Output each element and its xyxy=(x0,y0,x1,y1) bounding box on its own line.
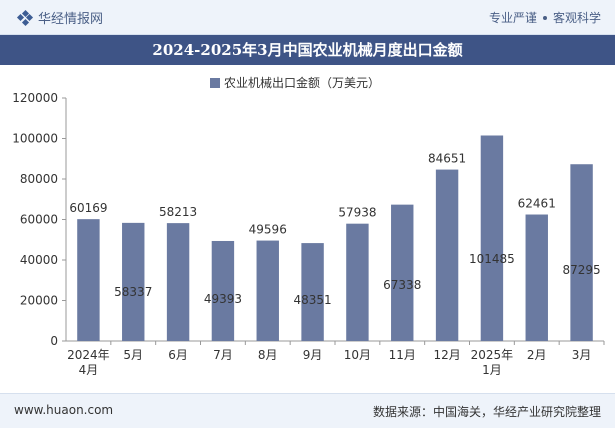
x-tick-label: 2024年 xyxy=(67,348,110,362)
x-tick-label: 6月 xyxy=(168,348,188,362)
data-label: 49393 xyxy=(204,292,242,306)
x-tick-label: 2025年 xyxy=(471,348,514,362)
y-tick-label: 0 xyxy=(50,334,58,348)
x-tick-label: 8月 xyxy=(258,348,278,362)
x-tick-label: 1月 xyxy=(482,363,502,377)
bar xyxy=(122,222,145,341)
x-tick-label: 3月 xyxy=(572,348,592,362)
top-banner: 华经情报网 专业严谨 客观科学 xyxy=(0,0,615,35)
brand-name: 华经情报网 xyxy=(38,12,104,27)
data-label: 49596 xyxy=(249,223,287,237)
x-tick-label: 5月 xyxy=(123,348,143,362)
y-tick-label: 100000 xyxy=(12,132,58,146)
bar xyxy=(391,204,414,341)
bar xyxy=(211,240,235,341)
tagline: 专业严谨 客观科学 xyxy=(489,9,601,26)
chart-title: 2024-2025年3月中国农业机械月度出口金额 xyxy=(0,35,615,65)
brand[interactable]: 华经情报网 xyxy=(16,8,104,27)
x-tick-label: 9月 xyxy=(303,348,323,362)
tagline-1: 专业严谨 xyxy=(488,11,537,25)
x-tick-label: 4月 xyxy=(79,363,99,377)
bar xyxy=(570,164,593,341)
legend-swatch xyxy=(210,78,220,88)
x-tick-label: 11月 xyxy=(389,348,416,362)
y-tick-label: 80000 xyxy=(20,172,58,186)
data-label: 62461 xyxy=(518,197,556,211)
data-label: 84651 xyxy=(428,152,466,166)
data-label: 101485 xyxy=(469,252,515,266)
legend-label: 农业机械出口金额（万美元） xyxy=(224,75,380,90)
data-label: 57938 xyxy=(338,206,376,220)
bar xyxy=(480,135,504,341)
y-tick-label: 40000 xyxy=(20,253,58,267)
x-tick-label: 2月 xyxy=(527,348,547,362)
bar xyxy=(77,219,100,341)
data-label: 60169 xyxy=(69,201,107,215)
bar xyxy=(346,223,369,341)
footer: www.huaon.com 数据来源：中国海关，华经产业研究院整理 xyxy=(0,393,615,428)
tagline-2: 客观科学 xyxy=(552,11,601,25)
website-link[interactable]: www.huaon.com xyxy=(14,403,114,417)
logo-icon xyxy=(16,9,34,26)
data-label: 48351 xyxy=(293,293,331,307)
bar xyxy=(301,243,324,341)
bar xyxy=(525,214,548,341)
bar xyxy=(166,223,190,341)
data-label: 87295 xyxy=(562,263,600,277)
chart-area: 农业机械出口金额（万美元） 0 20000 40000 60000 80000 100000… xyxy=(0,66,615,391)
data-label: 67338 xyxy=(383,278,421,292)
bar xyxy=(435,169,459,341)
x-tick-label: 12月 xyxy=(433,348,460,362)
y-tick-label: 20000 xyxy=(20,294,58,308)
x-tick-label: 10月 xyxy=(344,348,371,362)
data-label: 58213 xyxy=(159,205,197,219)
y-tick-label: 60000 xyxy=(20,213,58,227)
data-source: 数据来源：中国海关，华经产业研究院整理 xyxy=(372,405,601,419)
bar xyxy=(256,240,279,341)
y-tick-label: 120000 xyxy=(12,91,58,105)
separator-dot-icon xyxy=(542,15,547,20)
data-label: 58337 xyxy=(114,285,152,299)
x-tick-label: 7月 xyxy=(213,348,233,362)
bar-chart: 农业机械出口金额（万美元） 0 20000 40000 60000 80000 100000… xyxy=(12,75,605,377)
